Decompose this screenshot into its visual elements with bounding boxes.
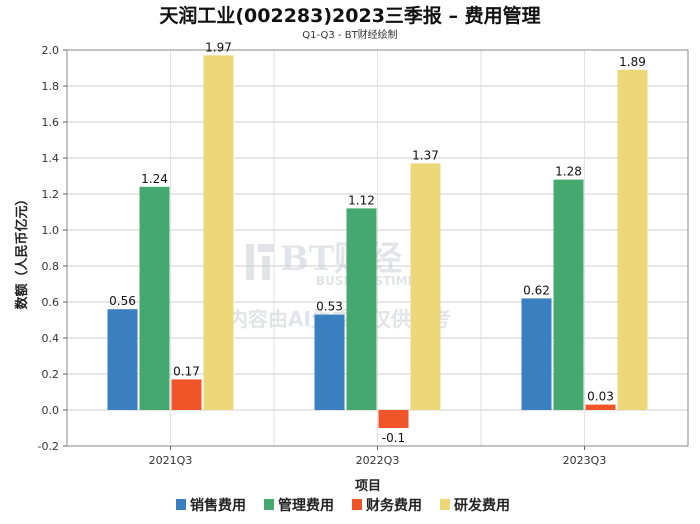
y-tick-label: 0.2 (42, 368, 60, 381)
data-label: 1.12 (348, 193, 375, 207)
legend-swatch (352, 499, 362, 510)
y-tick-label: 0.0 (42, 404, 60, 417)
x-axis-label: 项目 (355, 479, 381, 494)
legend-swatch (440, 499, 450, 510)
bar (203, 55, 234, 411)
data-label: -0.1 (382, 431, 405, 445)
y-tick-label: 1.4 (42, 152, 60, 165)
data-label: 0.03 (587, 390, 614, 404)
data-label: 0.62 (523, 283, 550, 297)
legend-label: 销售费用 (190, 497, 246, 514)
data-label: 0.56 (109, 294, 136, 308)
x-tick-label: 2021Q3 (149, 454, 193, 467)
y-tick-label: 1.2 (42, 188, 60, 201)
data-label: 1.89 (619, 55, 646, 69)
legend: 销售费用 管理费用 财务费用 研发费用 (176, 497, 510, 514)
x-axis-ticks: 2021Q3 2022Q3 2023Q3 (149, 446, 607, 467)
bar (617, 69, 648, 411)
legend-label: 管理费用 (278, 497, 334, 514)
bar (171, 379, 202, 410)
data-label: 1.28 (555, 165, 582, 179)
legend-swatch (176, 499, 186, 510)
y-tick-label: 1.8 (42, 80, 60, 93)
y-tick-label: 1.0 (42, 224, 60, 237)
y-tick-label: 0.8 (42, 260, 60, 273)
data-label: 1.97 (205, 40, 232, 54)
bar (553, 179, 584, 410)
y-tick-label: 0.4 (42, 332, 60, 345)
legend-label: 财务费用 (365, 497, 422, 514)
bar (314, 314, 345, 410)
y-axis-ticks: -0.2 0.0 0.2 0.4 0.6 0.8 1.0 1.2 1.4 1.6 1.8 2.0 (38, 44, 67, 453)
data-label: 0.53 (316, 300, 343, 314)
data-label: 0.17 (173, 364, 200, 378)
bar (107, 309, 138, 410)
legend-label: 研发费用 (454, 497, 510, 514)
bar (378, 410, 409, 428)
y-tick-label: -0.2 (38, 440, 59, 453)
legend-swatch (264, 499, 274, 510)
bar (410, 163, 441, 410)
watermark-brand: BT财经 (280, 239, 402, 279)
x-tick-label: 2023Q3 (563, 454, 607, 467)
bar (139, 186, 170, 410)
bars (107, 55, 648, 428)
data-label: 1.24 (141, 172, 168, 186)
chart-subtitle: Q1-Q3 - BT财经绘制 (302, 28, 397, 41)
bar (346, 208, 377, 410)
y-tick-label: 0.6 (42, 296, 60, 309)
watermark-logo-icon (246, 244, 274, 280)
x-tick-label: 2022Q3 (356, 454, 400, 467)
data-label: 1.37 (412, 148, 439, 162)
y-tick-label: 2.0 (42, 44, 60, 57)
data-labels: 0.56 1.24 0.17 1.97 0.53 1.12 -0.1 1.37 0.62 1.28… (109, 40, 646, 445)
bar (521, 298, 552, 410)
y-axis-label: 数额（人民币亿元） (14, 192, 30, 309)
y-tick-label: 1.6 (42, 116, 60, 129)
chart-title: 天润工业(002283)2023三季报 – 费用管理 (159, 4, 540, 27)
bar (585, 404, 616, 410)
